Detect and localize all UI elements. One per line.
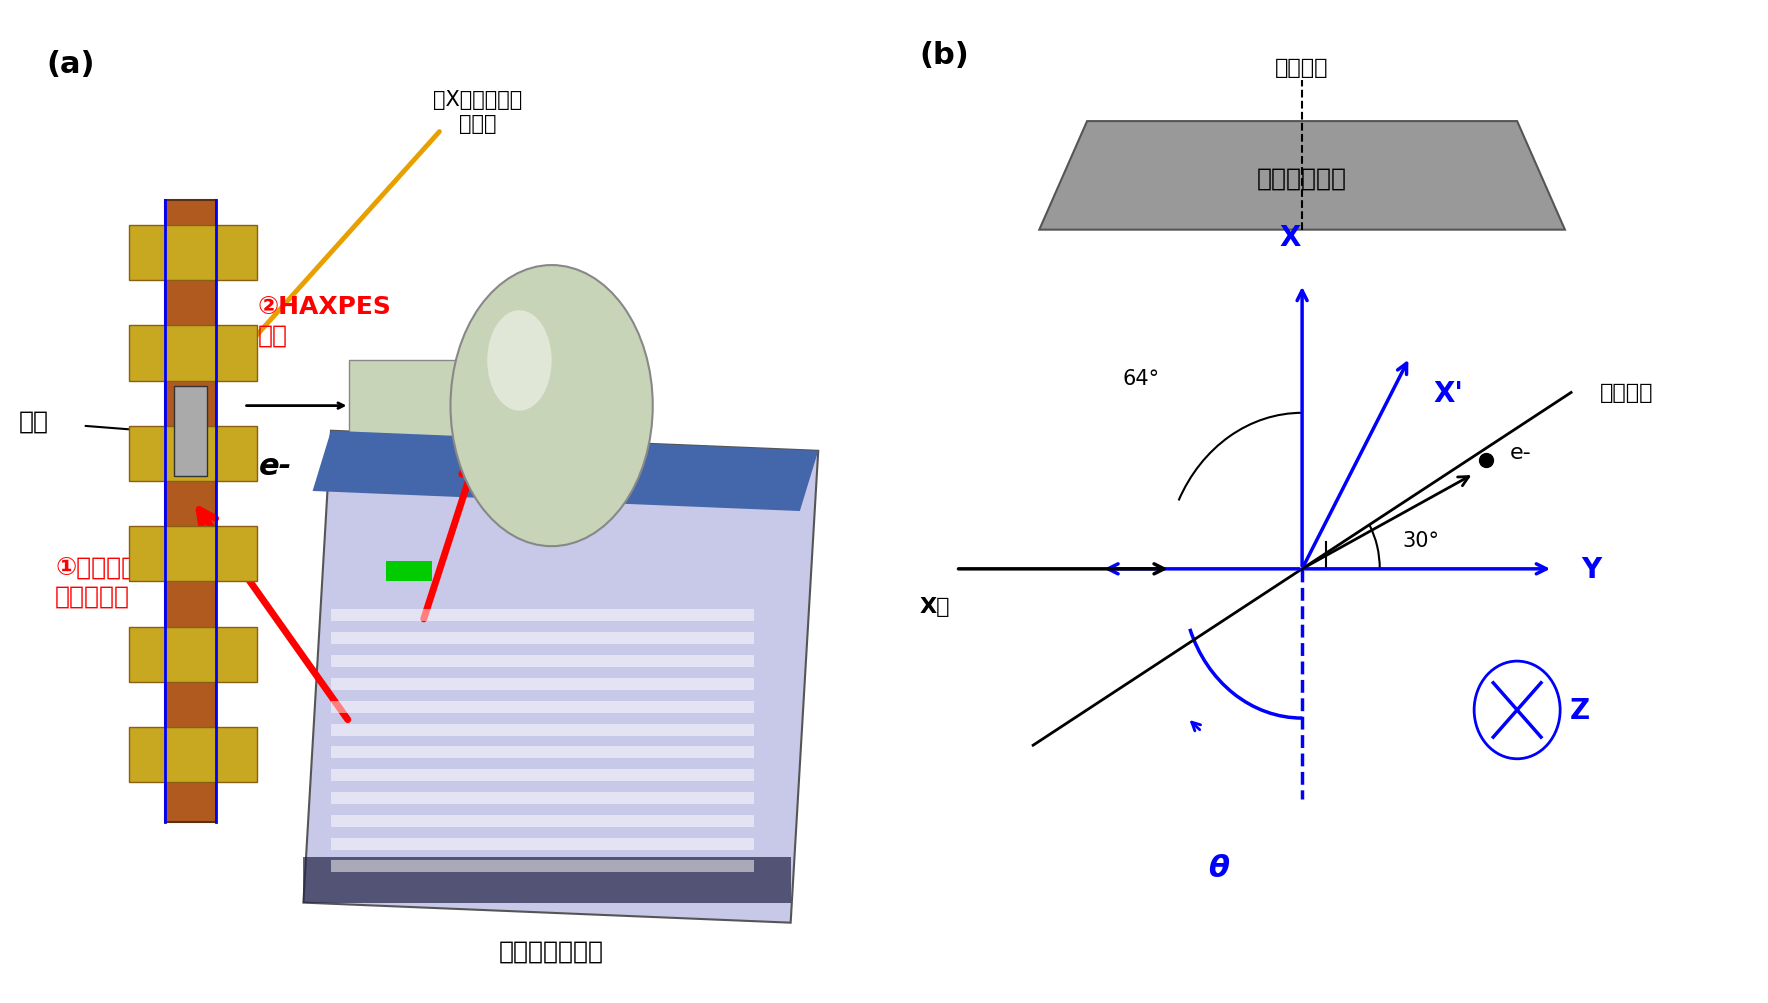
- Bar: [331, 610, 753, 622]
- Bar: [331, 769, 753, 781]
- Bar: [129, 426, 258, 481]
- Bar: [166, 201, 216, 822]
- Bar: [331, 724, 753, 736]
- Bar: [129, 326, 258, 381]
- Text: レンズ軸: レンズ軸: [1275, 58, 1330, 78]
- Bar: [331, 815, 753, 827]
- Bar: [331, 701, 753, 713]
- Bar: [331, 633, 753, 645]
- Text: ①試料マニピュ
レータ移動: ①試料マニピュ レータ移動: [55, 556, 166, 608]
- Text: X': X': [1434, 380, 1464, 407]
- Bar: [331, 746, 753, 758]
- Text: X: X: [1280, 224, 1301, 252]
- Ellipse shape: [451, 266, 652, 547]
- Text: ②HAXPES
測定: ②HAXPES 測定: [258, 295, 391, 347]
- Bar: [304, 858, 790, 903]
- Text: 制御用パソコン: 制御用パソコン: [499, 939, 605, 963]
- Polygon shape: [313, 431, 819, 512]
- Text: 試料表面: 試料表面: [1600, 383, 1653, 403]
- Text: (a): (a): [46, 50, 94, 79]
- Text: Y: Y: [1582, 556, 1602, 584]
- Text: 30°: 30°: [1402, 531, 1439, 551]
- Bar: [350, 361, 488, 441]
- Text: アナライザー: アナライザー: [1257, 166, 1347, 191]
- Text: e-: e-: [260, 452, 292, 480]
- Bar: [331, 678, 753, 690]
- Bar: [331, 655, 753, 667]
- Bar: [331, 861, 753, 873]
- Text: 試料: 試料: [18, 409, 48, 433]
- Text: Z: Z: [1570, 696, 1589, 724]
- Bar: [129, 527, 258, 582]
- Bar: [331, 838, 753, 850]
- Bar: [175, 386, 207, 476]
- Text: (b): (b): [919, 41, 969, 69]
- Text: 64°: 64°: [1123, 369, 1160, 389]
- Text: 硬X線マイクロ
ビーム: 硬X線マイクロ ビーム: [433, 90, 523, 133]
- Polygon shape: [304, 431, 819, 923]
- Text: θ: θ: [1208, 853, 1229, 882]
- Polygon shape: [1040, 122, 1565, 231]
- Text: X線: X線: [919, 597, 951, 617]
- Text: R4000光電子
アナライザー: R4000光電子 アナライザー: [514, 379, 626, 423]
- Ellipse shape: [488, 311, 552, 411]
- Text: e-: e-: [1510, 442, 1531, 462]
- Bar: [129, 727, 258, 782]
- Bar: [385, 562, 431, 582]
- Bar: [129, 226, 258, 281]
- Bar: [331, 792, 753, 804]
- Bar: [129, 627, 258, 682]
